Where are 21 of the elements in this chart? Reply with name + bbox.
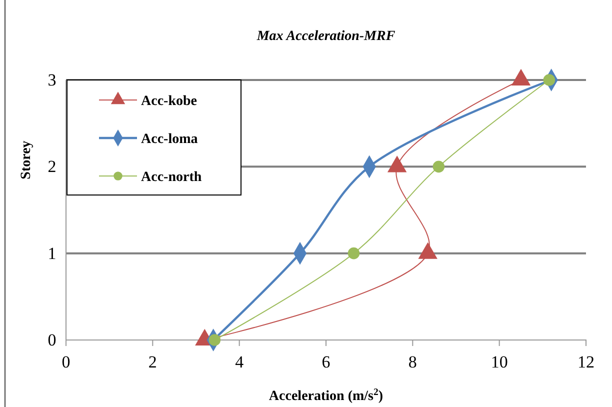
y-tick-label: 0 bbox=[48, 330, 56, 350]
chart-title: Max Acceleration-MRF bbox=[256, 29, 396, 44]
legend-label: Acc-loma bbox=[141, 132, 198, 147]
x-tick-label: 12 bbox=[578, 352, 594, 372]
y-tick-label: 3 bbox=[48, 70, 56, 90]
point bbox=[432, 160, 445, 173]
x-tick-label: 8 bbox=[408, 352, 417, 372]
x-tick-label: 2 bbox=[148, 352, 157, 372]
point bbox=[208, 334, 221, 346]
y-tick-label: 2 bbox=[48, 157, 56, 176]
x-axis-title: Acceleration (m/s$^{2}$) bbox=[268, 386, 384, 404]
point bbox=[348, 247, 360, 260]
x-tick-label: 4 bbox=[235, 352, 244, 372]
x-tick-label: 10 bbox=[490, 352, 508, 372]
y-tick-label: 1 bbox=[48, 244, 56, 263]
y-axis-title: Storey bbox=[19, 140, 34, 180]
legend-label: Acc-kobe bbox=[141, 94, 197, 109]
legend-label: Acc-north bbox=[141, 170, 202, 185]
x-tick-label: 0 bbox=[62, 352, 70, 372]
x-tick-label: 6 bbox=[322, 352, 330, 372]
point bbox=[543, 74, 556, 86]
